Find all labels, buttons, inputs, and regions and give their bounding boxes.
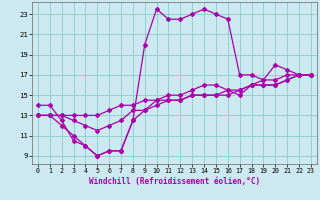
X-axis label: Windchill (Refroidissement éolien,°C): Windchill (Refroidissement éolien,°C) [89, 177, 260, 186]
